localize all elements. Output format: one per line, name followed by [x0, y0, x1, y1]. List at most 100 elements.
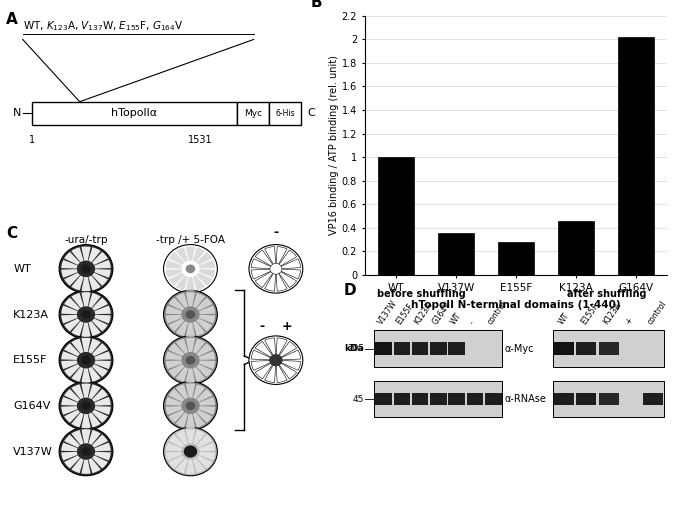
Wedge shape	[255, 250, 272, 266]
Wedge shape	[175, 458, 188, 473]
Wedge shape	[196, 389, 213, 402]
Wedge shape	[193, 276, 205, 291]
Circle shape	[81, 310, 91, 319]
Text: B: B	[310, 0, 322, 10]
Wedge shape	[251, 258, 270, 268]
Text: 1531: 1531	[188, 135, 212, 145]
Wedge shape	[72, 367, 84, 382]
Wedge shape	[169, 389, 184, 402]
Wedge shape	[196, 272, 213, 286]
Circle shape	[59, 336, 113, 385]
Wedge shape	[255, 272, 272, 288]
Wedge shape	[199, 306, 215, 314]
Wedge shape	[186, 323, 195, 337]
Circle shape	[249, 244, 303, 293]
Circle shape	[164, 290, 217, 339]
Wedge shape	[92, 318, 108, 332]
Bar	[374, 331, 502, 367]
Text: -ura/-trp: -ura/-trp	[64, 235, 108, 244]
Wedge shape	[175, 413, 188, 428]
Wedge shape	[169, 318, 184, 332]
Wedge shape	[175, 293, 188, 308]
Wedge shape	[276, 365, 287, 383]
Text: K123A: K123A	[13, 309, 50, 320]
Wedge shape	[88, 247, 100, 262]
Circle shape	[186, 356, 195, 364]
Wedge shape	[199, 397, 215, 405]
Wedge shape	[72, 338, 84, 353]
Wedge shape	[199, 260, 215, 268]
Wedge shape	[92, 272, 108, 286]
Wedge shape	[196, 455, 213, 469]
Wedge shape	[276, 247, 287, 264]
Wedge shape	[94, 351, 111, 360]
Text: kDa: kDa	[344, 344, 364, 353]
Text: WT: WT	[449, 311, 464, 326]
Text: before shuffling: before shuffling	[377, 290, 466, 299]
Circle shape	[59, 381, 113, 430]
Text: K123A: K123A	[601, 301, 623, 326]
Bar	[430, 343, 447, 355]
Wedge shape	[276, 338, 287, 356]
Wedge shape	[193, 458, 205, 473]
Text: α-RNAse: α-RNAse	[504, 394, 546, 404]
X-axis label: hTopoII N-terminal domains (1-440): hTopoII N-terminal domains (1-440)	[411, 299, 621, 310]
Bar	[618, 37, 654, 275]
Circle shape	[249, 336, 303, 385]
Text: WT, $K_{123}$A, $V_{137}$W, $E_{155}$F, $G_{164}$V: WT, $K_{123}$A, $V_{137}$W, $E_{155}$F, …	[23, 19, 183, 33]
Bar	[394, 392, 410, 405]
Bar	[558, 221, 594, 275]
Wedge shape	[166, 443, 182, 451]
Wedge shape	[175, 247, 188, 262]
Wedge shape	[169, 252, 184, 265]
Bar	[577, 392, 596, 405]
Bar	[374, 381, 502, 417]
Bar	[485, 392, 502, 405]
Circle shape	[81, 402, 91, 410]
Circle shape	[81, 447, 91, 456]
Wedge shape	[276, 274, 287, 291]
Wedge shape	[166, 260, 182, 268]
Circle shape	[164, 381, 217, 430]
Wedge shape	[199, 452, 215, 460]
Text: -: -	[273, 226, 279, 239]
Wedge shape	[61, 306, 78, 314]
Bar	[577, 343, 596, 355]
Text: E155F: E155F	[13, 355, 47, 365]
Text: +: +	[623, 316, 634, 326]
Wedge shape	[166, 351, 182, 360]
Text: +: +	[281, 320, 292, 333]
Wedge shape	[193, 413, 205, 428]
Wedge shape	[88, 321, 100, 336]
Wedge shape	[88, 413, 100, 428]
Wedge shape	[88, 430, 100, 445]
Wedge shape	[199, 406, 215, 415]
Circle shape	[186, 265, 195, 273]
Text: Myc: Myc	[244, 108, 262, 118]
Wedge shape	[265, 247, 276, 264]
Wedge shape	[186, 338, 195, 352]
Wedge shape	[92, 343, 108, 357]
Wedge shape	[61, 452, 78, 460]
Wedge shape	[199, 315, 215, 323]
Wedge shape	[169, 434, 184, 448]
Wedge shape	[169, 364, 184, 377]
Wedge shape	[166, 406, 182, 415]
Text: N: N	[13, 108, 21, 118]
Wedge shape	[94, 397, 111, 405]
Circle shape	[59, 244, 113, 293]
Wedge shape	[166, 397, 182, 405]
Text: V137W: V137W	[13, 446, 53, 457]
Wedge shape	[61, 351, 78, 360]
Wedge shape	[193, 338, 205, 353]
Wedge shape	[279, 363, 297, 379]
Wedge shape	[186, 414, 195, 428]
Wedge shape	[169, 455, 184, 469]
Wedge shape	[94, 269, 111, 278]
Wedge shape	[196, 409, 213, 423]
Wedge shape	[255, 363, 272, 379]
Wedge shape	[169, 297, 184, 311]
Circle shape	[186, 402, 195, 410]
Wedge shape	[94, 452, 111, 460]
Wedge shape	[92, 389, 108, 402]
